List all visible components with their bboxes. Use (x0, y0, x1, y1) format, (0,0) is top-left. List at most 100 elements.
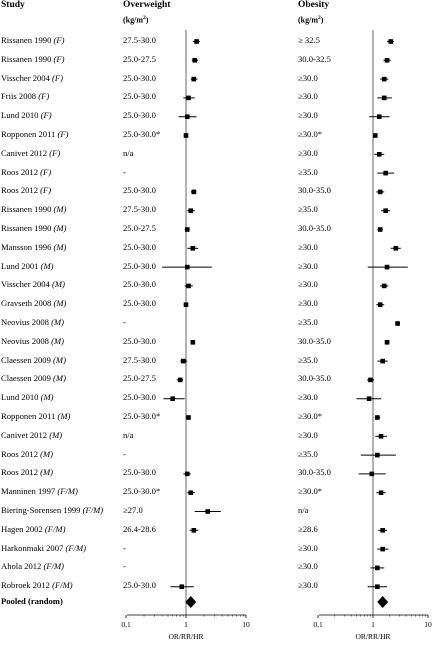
obesity-point-estimate (377, 302, 383, 307)
overweight-point-estimate (190, 246, 196, 251)
obesity-point-estimate (380, 546, 385, 552)
overweight-point-estimate (190, 340, 196, 345)
overweight-bmi-range: 25.0-30.0 (123, 279, 156, 290)
study-label: Biering-Sorensen 1999 (F/M) (1, 505, 103, 515)
study-label: Roos 2012 (M) (1, 467, 53, 477)
study-name: Manninen 1997 (1, 486, 58, 497)
obesity-bmi-range: n/a (298, 505, 309, 515)
obesity-point-estimate (369, 471, 375, 477)
obesity-bmi-range: 30.0-32.5 (298, 53, 331, 64)
obesity-bmi-range: ≥30.0 (298, 298, 318, 309)
obesity-point-estimate (380, 528, 385, 533)
study-sex: (M) (40, 467, 54, 478)
study-sex: (F/M) (44, 523, 66, 534)
study-name: Claessen 2009 (1, 373, 54, 384)
overweight-bmi-range: n/a (123, 147, 134, 158)
study-sex: (F) (52, 72, 64, 83)
overweight-point-estimate (191, 528, 197, 533)
study-sex: (F) (40, 185, 52, 196)
obesity-bmi-range: ≥30.0 (298, 260, 318, 271)
overweight-bmi-range: 25.0-30.0* (123, 411, 161, 421)
study-name: Robroek 2012 (1, 580, 53, 591)
obesity-point-estimate (393, 246, 399, 251)
obesity-bmi-range: ≥35.0 (298, 317, 318, 327)
study-sex: (F/M) (57, 486, 78, 497)
obesity-point-estimate (380, 358, 385, 364)
study-label: Canivet 2012 (M) (1, 430, 62, 440)
obesity-point-estimate (375, 452, 380, 458)
overweight-point-estimate (184, 114, 190, 119)
obesity-point-estimate (381, 76, 387, 82)
overweight-bmi-range: - (123, 561, 126, 572)
overweight-point-estimate (180, 358, 186, 364)
obesity-point-estimate (375, 415, 380, 420)
overweight-bmi-range: 25.0-30.0 (123, 580, 156, 591)
study-label: Harkonmaki 2007 (F/M) (1, 543, 86, 553)
obesity-bmi-range: ≥30.0 (298, 241, 318, 252)
study-label: Neovius 2008 (M) (1, 317, 64, 327)
study-name: Roos 2012 (1, 448, 41, 459)
obesity-bmi-range: ≥35.0 (298, 448, 318, 459)
study-name: Canivet 2012 (1, 429, 50, 440)
study-name: Neovius 2008 (1, 335, 52, 346)
overweight-bmi-range: - (123, 542, 126, 553)
obesity-bmi-range: ≥30.0 (298, 110, 318, 121)
study-name: Canivet 2012 (1, 147, 50, 158)
study-name: Lund 2001 (1, 260, 41, 271)
study-sex: (F/M) (82, 505, 104, 515)
overweight-bmi-range: 25.0-30.0 (123, 91, 156, 102)
obesity-point-estimate (375, 565, 380, 571)
overweight-bmi-range: - (123, 317, 126, 327)
overweight-bmi-range: 25.0-30.0 (123, 298, 156, 309)
overweight-axis-label: OR/RR/HR (168, 632, 203, 641)
overweight-bmi-range: ≥27.0 (123, 505, 143, 515)
overweight-point-estimate (186, 283, 191, 289)
study-sex: (M) (53, 241, 67, 252)
study-sex: (M) (53, 298, 67, 309)
overweight-point-estimate (188, 490, 194, 495)
obesity-point-estimate (381, 95, 387, 101)
study-sex: (M) (40, 392, 54, 403)
study-label: Ropponen 2011 (M) (1, 411, 70, 421)
study-label: Roos 2012 (F) (1, 167, 51, 177)
study-sex: (M) (53, 204, 67, 215)
study-sex: (F) (57, 129, 69, 139)
study-sex: (M) (51, 335, 65, 346)
overweight-point-estimate (179, 584, 185, 589)
study-label: Lund 2010 (F) (1, 110, 52, 120)
study-label: Canivet 2012 (F) (1, 148, 60, 158)
study-label: Manninen 1997 (F/M) (1, 486, 78, 496)
obesity-point-estimate (377, 189, 383, 195)
study-name: Claessen 2009 (1, 354, 54, 365)
study-label: Gravseth 2008 (M) (1, 298, 66, 308)
overweight-point-estimate (170, 396, 175, 401)
obesity-point-estimate (383, 208, 388, 213)
study-label: Visscher 2004 (F) (1, 73, 63, 83)
obesity-bmi-range: ≥30.0 (298, 72, 318, 83)
study-name: Friis 2008 (1, 91, 39, 102)
study-sex: (F) (53, 53, 65, 64)
obesity-bmi-range: ≥ 32.5 (298, 35, 320, 45)
study-name: Rissanen 1990 (1, 223, 54, 233)
obesity-point-estimate (366, 396, 372, 401)
obesity-point-estimate (384, 340, 390, 345)
obesity-tick-label: 0,1 (313, 620, 323, 629)
study-label: Roos 2012 (F) (1, 185, 51, 195)
study-name: Lund 2010 (1, 392, 41, 403)
obesity-bmi-range: 30.0-35.0 (298, 185, 331, 196)
study-label: Rissanen 1990 (F) (1, 35, 65, 45)
overweight-bmi-range: 25.0-30.0 (123, 72, 156, 83)
obesity-bmi-range: ≥30.0* (298, 411, 323, 421)
overweight-bmi-range: 25.0-30.0 (123, 467, 156, 478)
overweight-point-estimate (186, 95, 191, 101)
study-name: Neovius 2008 (1, 317, 52, 327)
overweight-bmi-range: 27.5-30.0 (123, 204, 156, 215)
study-column-header: Study (1, 0, 25, 10)
overweight-bmi-range: 26.4-28.6 (123, 523, 156, 534)
obesity-bmi-range: ≥30.0 (298, 279, 318, 290)
obesity-point-estimate (384, 58, 390, 63)
obesity-point-estimate (375, 584, 380, 589)
pooled-label: Pooled (random) (1, 596, 63, 606)
study-sex: (F) (40, 110, 52, 121)
